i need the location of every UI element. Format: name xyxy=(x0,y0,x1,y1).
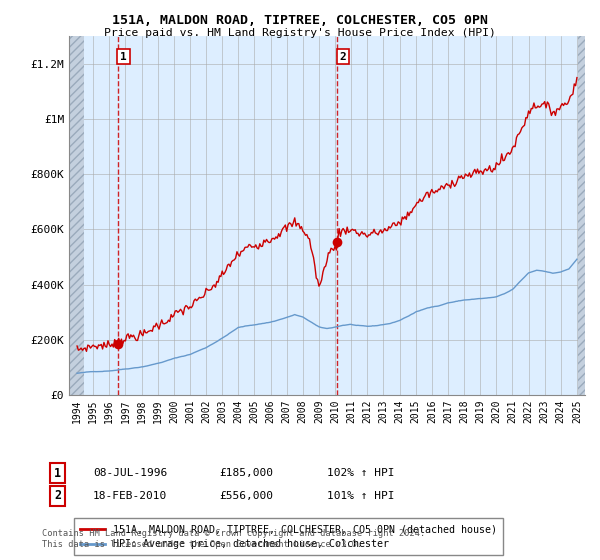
Text: 18-FEB-2010: 18-FEB-2010 xyxy=(93,491,167,501)
Text: 1: 1 xyxy=(54,466,61,480)
Bar xyxy=(578,36,585,395)
Text: 1: 1 xyxy=(120,52,127,62)
Text: 151A, MALDON ROAD, TIPTREE, COLCHESTER, CO5 0PN: 151A, MALDON ROAD, TIPTREE, COLCHESTER, … xyxy=(112,14,488,27)
Text: 102% ↑ HPI: 102% ↑ HPI xyxy=(327,468,395,478)
Text: 08-JUL-1996: 08-JUL-1996 xyxy=(93,468,167,478)
Text: 101% ↑ HPI: 101% ↑ HPI xyxy=(327,491,395,501)
Text: Price paid vs. HM Land Registry's House Price Index (HPI): Price paid vs. HM Land Registry's House … xyxy=(104,28,496,38)
Text: 2: 2 xyxy=(340,52,346,62)
Legend: 151A, MALDON ROAD, TIPTREE, COLCHESTER, CO5 0PN (detached house), HPI: Average p: 151A, MALDON ROAD, TIPTREE, COLCHESTER, … xyxy=(74,518,503,555)
Text: 2: 2 xyxy=(54,489,61,502)
Text: Contains HM Land Registry data © Crown copyright and database right 2024.
This d: Contains HM Land Registry data © Crown c… xyxy=(42,529,425,549)
Text: £556,000: £556,000 xyxy=(219,491,273,501)
Bar xyxy=(69,36,84,395)
Text: £185,000: £185,000 xyxy=(219,468,273,478)
